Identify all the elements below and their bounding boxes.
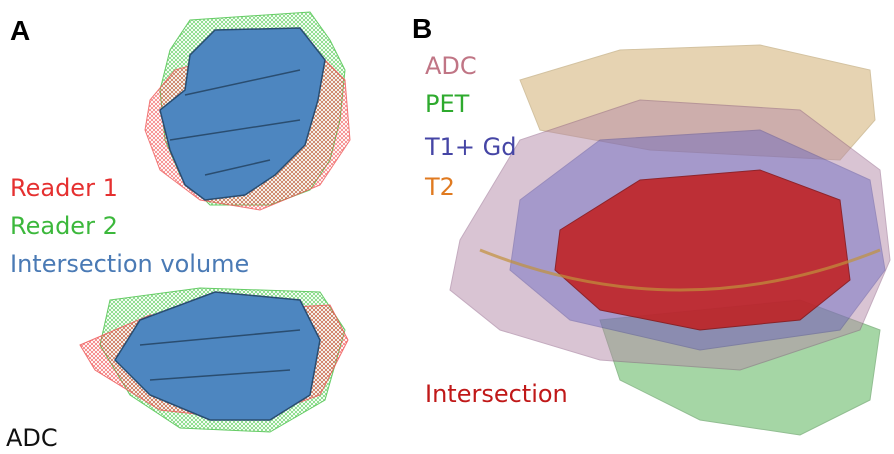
legend-adc: ADC — [425, 52, 477, 80]
legend-t2: T2 — [424, 173, 455, 201]
figure: A Reader 1 Reader 2 Intersection volume … — [0, 0, 894, 454]
render-a-bottom — [80, 288, 348, 432]
render-b — [450, 45, 890, 435]
panel-label: A — [10, 15, 30, 46]
legend-reader-2: Reader 2 — [10, 212, 118, 240]
legend-t1gd: T1+ Gd — [424, 133, 517, 161]
legend-intersection: Intersection volume — [10, 250, 249, 278]
caption: ADC — [6, 424, 58, 452]
legend-pet: PET — [425, 90, 470, 118]
legend-reader-1: Reader 1 — [10, 174, 118, 202]
footer: Intersection — [425, 380, 568, 408]
render-a-top — [145, 12, 350, 210]
panel-label: B — [412, 13, 432, 44]
